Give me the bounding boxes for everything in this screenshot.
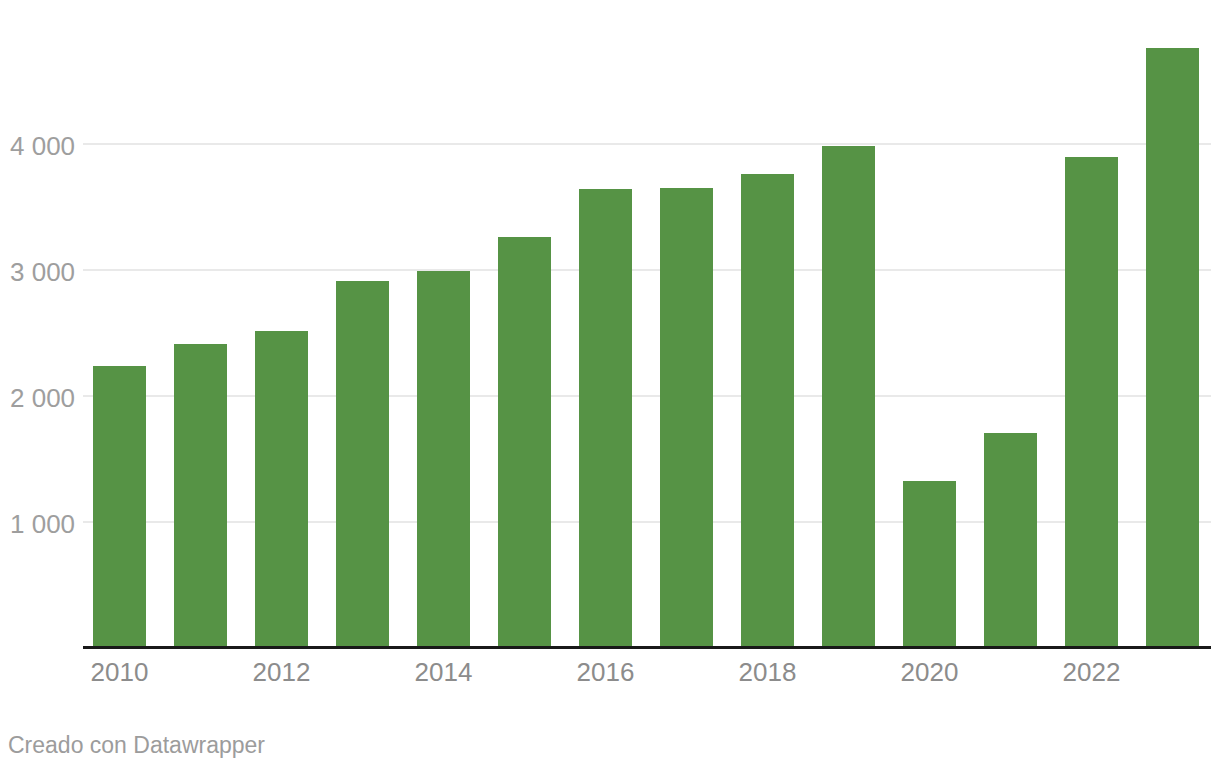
y-tick-label-3000: 3 000 — [10, 258, 82, 286]
bar-chart-canvas: 1 000 2 000 3 000 4 000 2010 2012 2014 2016 201… — [0, 0, 1220, 770]
bar-2012 — [255, 331, 308, 649]
y-tick-label-4000: 4 000 — [10, 132, 82, 160]
gridline-1000 — [83, 521, 1211, 523]
plot-area: 1 000 2 000 3 000 4 000 2010 2012 2014 2016 201… — [0, 0, 1220, 770]
bar-2023 — [1146, 48, 1199, 648]
bar-2014 — [417, 271, 470, 648]
bar-2018 — [741, 174, 794, 648]
x-tick-label-2016: 2016 — [541, 658, 671, 686]
x-tick-label-2018: 2018 — [703, 658, 833, 686]
y-tick-label-1000: 1 000 — [10, 510, 82, 538]
gridline-4000 — [83, 143, 1211, 145]
y-tick-label-2000: 2 000 — [10, 384, 82, 412]
bar-2011 — [174, 344, 227, 648]
bar-2017 — [660, 188, 713, 649]
x-tick-label-2022: 2022 — [1027, 658, 1157, 686]
bar-2013 — [336, 281, 389, 648]
bar-2022 — [1065, 157, 1118, 648]
bar-2016 — [579, 189, 632, 648]
bar-2021 — [984, 433, 1037, 649]
bar-2015 — [498, 237, 551, 648]
x-tick-label-2012: 2012 — [217, 658, 347, 686]
x-tick-label-2010: 2010 — [55, 658, 185, 686]
bar-2010 — [93, 366, 146, 648]
bar-2020 — [903, 481, 956, 648]
gridline-3000 — [83, 269, 1211, 271]
x-tick-label-2014: 2014 — [379, 658, 509, 686]
x-tick-label-2020: 2020 — [865, 658, 995, 686]
datawrapper-credit-link[interactable]: Creado con Datawrapper — [8, 731, 265, 759]
bar-2019 — [822, 146, 875, 648]
gridline-2000 — [83, 395, 1211, 397]
x-axis-baseline — [83, 646, 1211, 649]
